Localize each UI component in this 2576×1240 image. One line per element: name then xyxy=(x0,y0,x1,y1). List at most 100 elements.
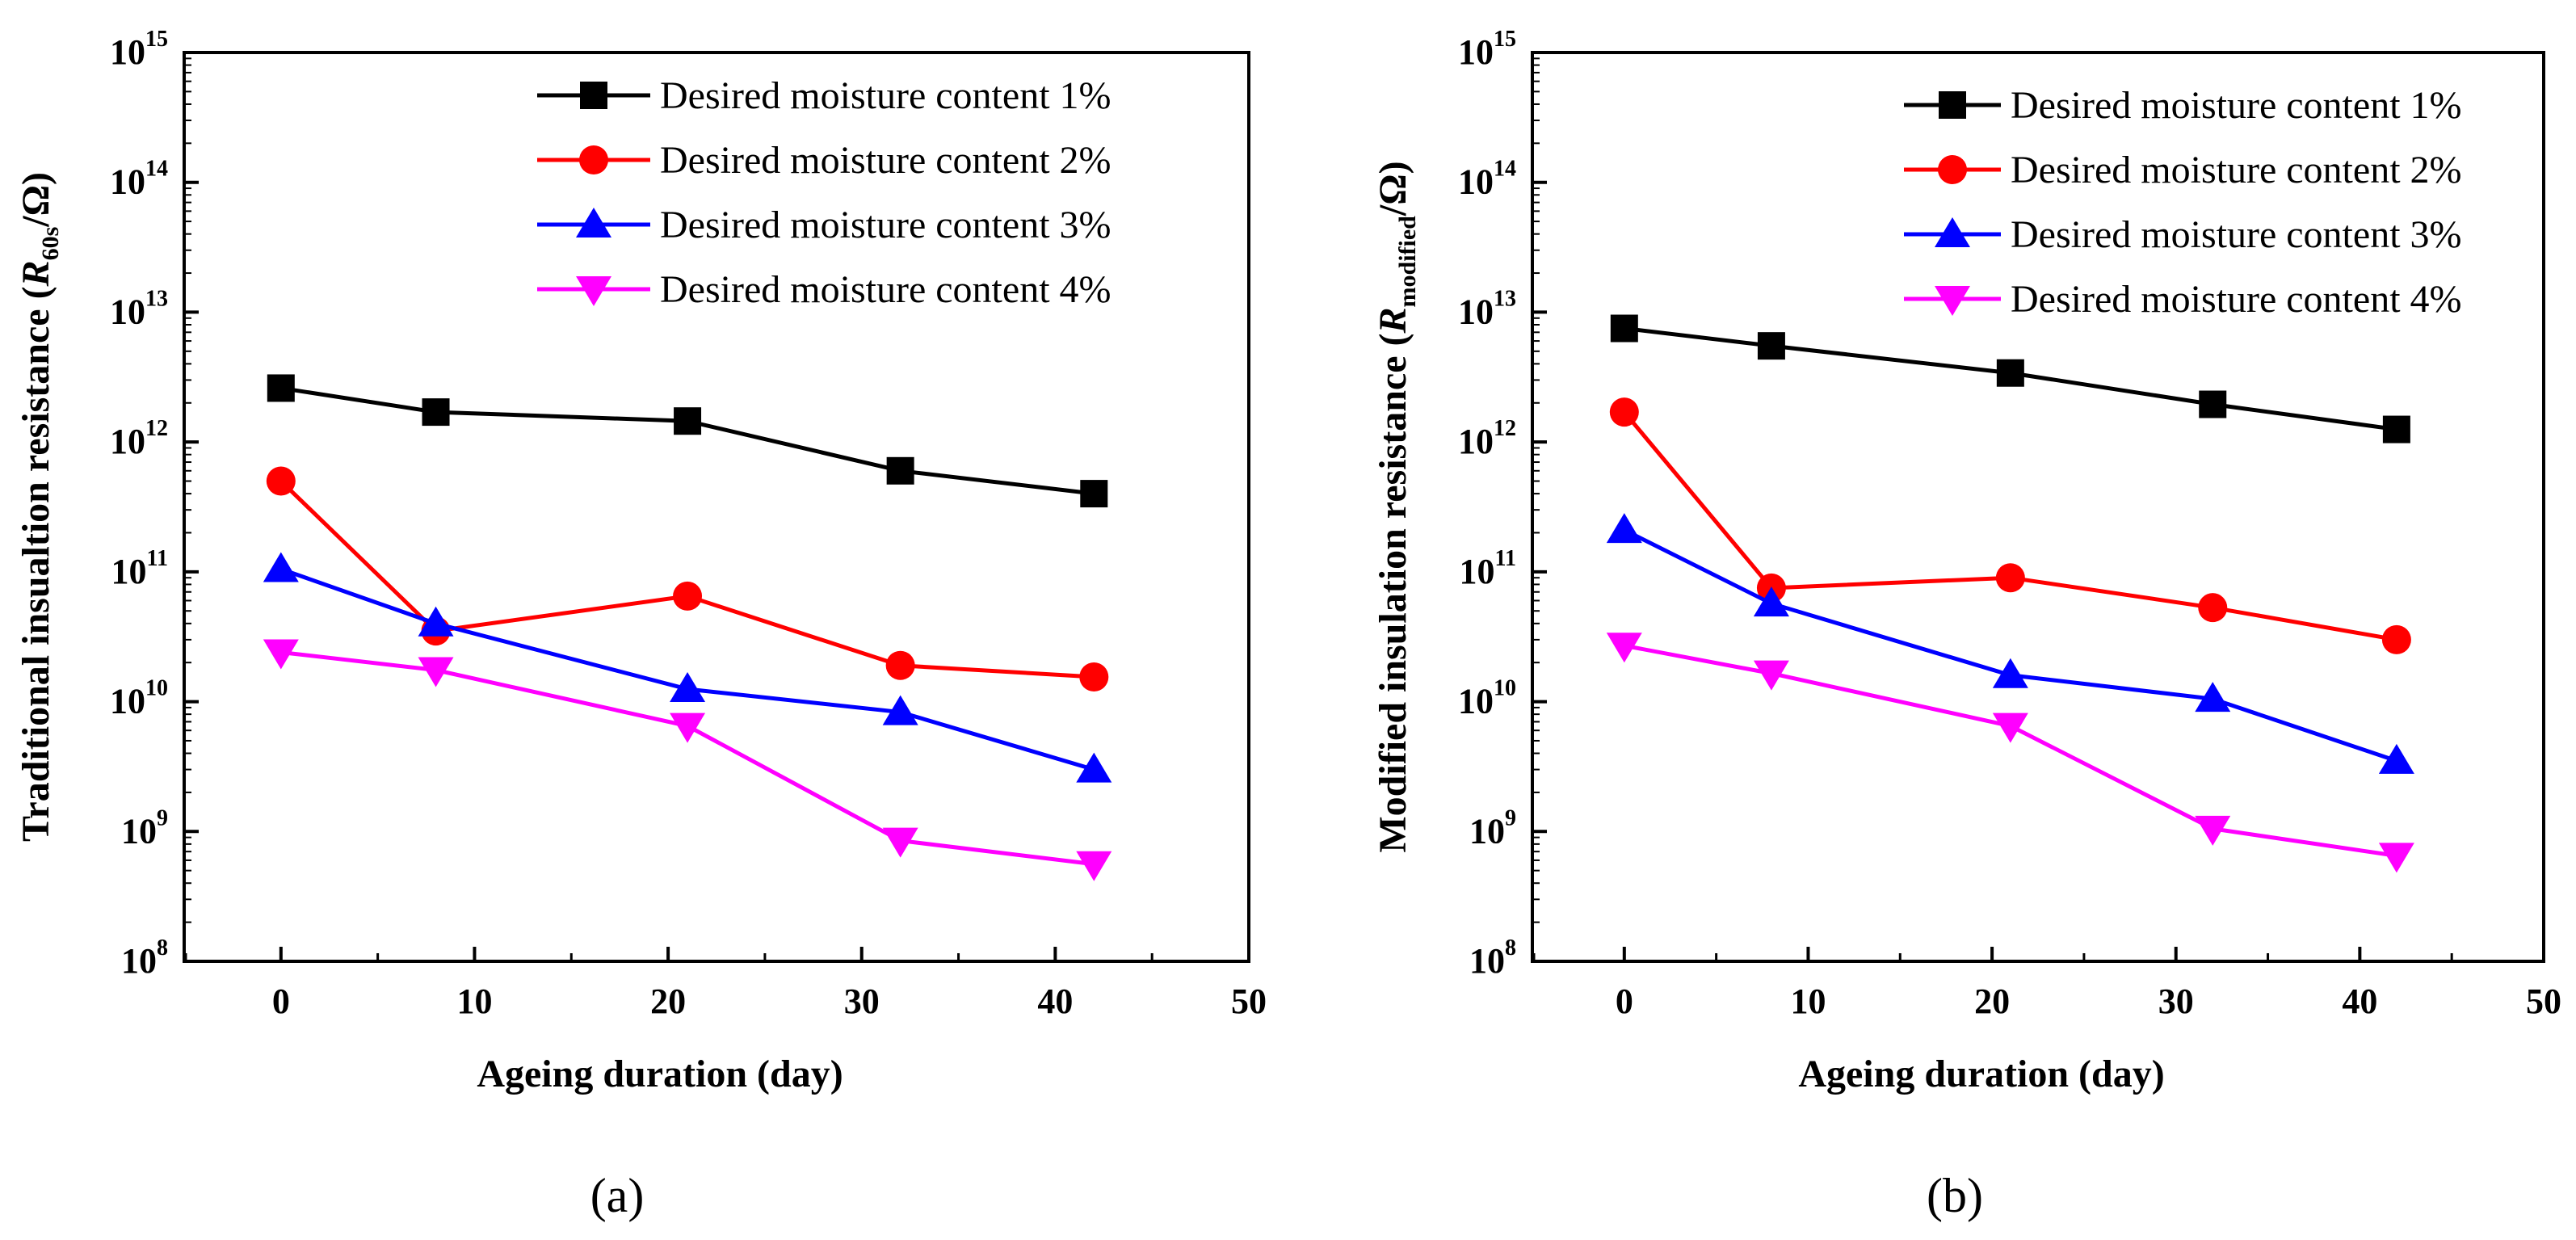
data-point xyxy=(673,581,703,611)
legend-label: Desired moisture content 2% xyxy=(660,139,1112,182)
plot-frame xyxy=(1531,51,2545,963)
y-tick-label: 1015 xyxy=(110,27,168,72)
y-tick-label: 1012 xyxy=(110,416,168,461)
y-tick-label: 1013 xyxy=(110,286,168,331)
y-tick-label: 1015 xyxy=(1458,27,1516,72)
data-point xyxy=(418,657,454,687)
legend-label: Desired moisture content 3% xyxy=(2011,213,2462,256)
data-point xyxy=(2381,624,2411,654)
y-tick-exponent: 14 xyxy=(145,157,168,182)
series-4 xyxy=(263,639,1112,881)
y-tick-exponent: 14 xyxy=(1494,157,1516,182)
legend-marker xyxy=(1938,155,1967,184)
series-1 xyxy=(1610,314,2410,443)
data-point xyxy=(1996,359,2024,387)
y-tick-label: 108 xyxy=(121,935,168,981)
y-tick-label: 1011 xyxy=(111,546,168,591)
data-point xyxy=(670,671,706,702)
data-point xyxy=(263,639,299,670)
y-tick-exponent: 9 xyxy=(1505,805,1516,830)
legend-marker xyxy=(576,208,611,237)
chart-a: 0 10 20 30 40 5010810910101011101210131014101… xyxy=(15,27,1267,1222)
y-tick-exponent: 15 xyxy=(145,27,168,52)
x-tick-label: 30 xyxy=(844,981,880,1021)
x-axis-title: Ageing duration (day) xyxy=(477,1053,843,1095)
y-tick-base: 10 xyxy=(1458,292,1494,331)
series-1 xyxy=(267,374,1108,508)
x-axis-title: Ageing duration (day) xyxy=(1798,1053,2164,1095)
data-point xyxy=(2378,743,2414,774)
x-tick-label: 10 xyxy=(456,981,492,1021)
data-point xyxy=(670,712,706,743)
y-tick-label: 108 xyxy=(1469,935,1516,981)
data-point xyxy=(1992,712,2028,743)
y-tick-base: 10 xyxy=(1458,422,1494,461)
y-tick-exponent: 8 xyxy=(1505,935,1516,960)
y-tick-base: 10 xyxy=(110,682,145,721)
legend-marker xyxy=(576,276,611,306)
y-tick-label: 1010 xyxy=(110,676,168,721)
y-axis-title-symbol: R xyxy=(1372,307,1414,334)
y-tick-exponent: 11 xyxy=(147,546,168,571)
y-tick-exponent: 11 xyxy=(1495,546,1516,571)
legend-label: Desired moisture content 3% xyxy=(660,204,1112,246)
y-tick-exponent: 13 xyxy=(145,286,168,311)
data-point xyxy=(422,398,450,427)
panel-label: (a) xyxy=(590,1169,645,1222)
y-tick-label: 1014 xyxy=(110,157,168,202)
panel-label: (b) xyxy=(1927,1169,1983,1222)
data-point xyxy=(1076,752,1112,783)
series-3 xyxy=(263,552,1112,783)
data-point xyxy=(1080,480,1108,508)
legend-label: Desired moisture content 1% xyxy=(2011,84,2462,127)
series-2 xyxy=(1609,397,2411,654)
y-tick-base: 10 xyxy=(110,162,145,202)
data-point xyxy=(1995,563,2025,593)
data-point xyxy=(885,650,915,680)
data-point xyxy=(882,695,918,725)
y-axis-title-subscript: 60s xyxy=(37,227,64,261)
y-tick-exponent: 10 xyxy=(145,676,168,701)
x-tick-label: 20 xyxy=(650,981,686,1021)
legend-label: Desired moisture content 1% xyxy=(660,74,1112,117)
y-tick-exponent: 8 xyxy=(157,935,168,960)
series-line xyxy=(279,479,1095,679)
x-tick-label: 10 xyxy=(1790,981,1826,1021)
y-tick-base: 10 xyxy=(110,422,145,461)
x-tick-label: 50 xyxy=(2526,981,2561,1021)
y-axis-title: Modified insulation resistance (Rmodifie… xyxy=(1372,161,1421,852)
data-point xyxy=(1609,397,1639,427)
y-tick-exponent: 15 xyxy=(1494,27,1516,52)
y-tick-exponent: 12 xyxy=(145,416,168,441)
legend-marker xyxy=(1935,286,1970,316)
y-tick-label: 1010 xyxy=(1458,676,1516,721)
data-point xyxy=(1076,851,1112,881)
data-point xyxy=(1606,633,1642,663)
x-tick-label: 0 xyxy=(272,981,290,1021)
data-point xyxy=(1753,586,1789,617)
y-axis-title-unit: /Ω) xyxy=(1372,161,1414,216)
data-point xyxy=(2198,593,2228,623)
chart-b: 0 10 20 30 40 5010810910101011101210131014101… xyxy=(1372,27,2561,1222)
y-axis-title-text: Traditional insualtion resistance ( xyxy=(15,286,57,842)
y-tick-base: 10 xyxy=(1458,682,1494,721)
series-2 xyxy=(266,466,1109,691)
x-tick-label: 50 xyxy=(1231,981,1267,1021)
legend: Desired moisture content 1% Desired moist… xyxy=(537,74,1112,311)
data-point xyxy=(1079,662,1109,691)
data-point xyxy=(1757,332,1785,360)
data-point xyxy=(267,374,295,402)
data-point xyxy=(886,456,914,485)
data-point xyxy=(266,466,296,496)
x-tick-label: 30 xyxy=(2158,981,2194,1021)
y-tick-base: 10 xyxy=(1458,162,1494,202)
legend-label: Desired moisture content 4% xyxy=(2011,278,2462,321)
y-tick-exponent: 9 xyxy=(157,805,168,830)
y-tick-base: 10 xyxy=(121,811,157,851)
y-tick-base: 10 xyxy=(1458,32,1494,72)
series-line xyxy=(1622,410,2397,642)
y-axis-title-unit: /Ω) xyxy=(15,172,57,228)
data-point xyxy=(2195,682,2231,712)
y-tick-base: 10 xyxy=(121,941,157,981)
